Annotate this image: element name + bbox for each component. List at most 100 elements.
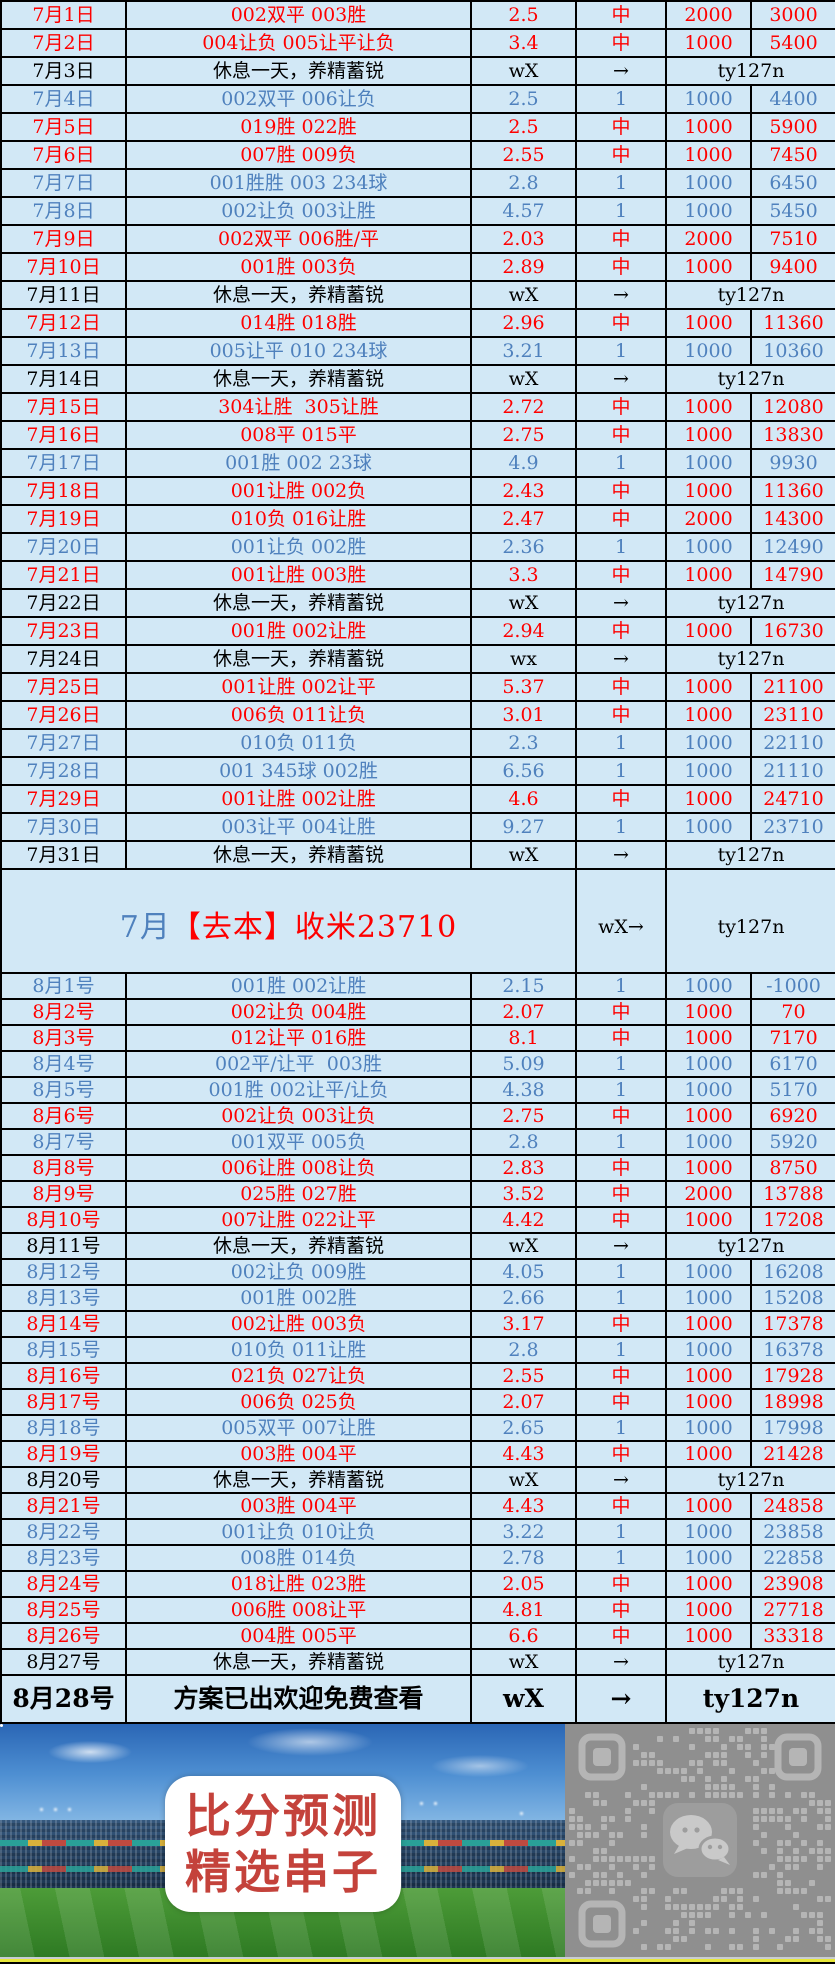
result-cell: 中 [575,1154,667,1182]
total-cell: 24858 [750,1492,835,1520]
total-cell: 5450 [750,196,835,226]
odds-cell: 4.05 [470,1258,577,1286]
pick-cell: 002让负 004胜 [125,998,472,1026]
odds-cell: 2.55 [470,1362,577,1390]
date-cell: 7月9日 [0,224,127,254]
stake-cell: 1000 [665,140,752,170]
pick-cell: 006胜 008让平 [125,1596,472,1624]
table-row: 7月16日 008平 015平 2.75 中 1000 13830 [0,420,835,450]
result-cell: → [575,56,667,86]
table-row: 7月27日 010负 011负 2.3 1 1000 22110 [0,728,835,758]
table-row: 7月29日 001让胜 002让胜 4.6 中 1000 24710 [0,784,835,814]
total-cell: 23858 [750,1518,835,1546]
result-cell: 中 [575,1492,667,1520]
pick-cell: 006负 025负 [125,1388,472,1416]
result-cell: 中 [575,672,667,702]
result-cell: 中 [575,252,667,282]
stake-cell: 1000 [665,1388,752,1416]
pick-cell: 001胜胜 003 234球 [125,168,472,198]
odds-cell: 6.6 [470,1622,577,1650]
result-cell: 1 [575,972,667,1000]
stake-cell: 1000 [665,1310,752,1338]
total-cell: 6920 [750,1102,835,1130]
odds-cell: 2.75 [470,1102,577,1130]
table-row: 8月27号 休息一天，养精蓄锐 wX → ty127n [0,1648,835,1676]
table-row: 7月24日 休息一天，养精蓄锐 wx → ty127n [0,644,835,674]
date-cell: 8月4号 [0,1050,127,1078]
total-cell: 4400 [750,84,835,114]
total-cell: 23710 [750,812,835,842]
table-row: 8月7号 001双平 005负 2.8 1 1000 5920 [0,1128,835,1156]
odds-cell: wX [470,1674,577,1724]
contact-cell: ty127n [665,1232,835,1260]
table-row: 8月21号 003胜 004平 4.43 中 1000 24858 [0,1492,835,1520]
date-cell: 8月7号 [0,1128,127,1156]
table-row: 8月10号 007让胜 022让平 4.42 中 1000 17208 [0,1206,835,1234]
odds-cell: 2.5 [470,84,577,114]
stake-cell: 1000 [665,1076,752,1104]
stake-cell: 1000 [665,998,752,1026]
pick-cell: 010负 011让胜 [125,1336,472,1364]
odds-cell: 4.38 [470,1076,577,1104]
table-row: 8月14号 002让胜 003负 3.17 中 1000 17378 [0,1310,835,1338]
result-cell: 中 [575,700,667,730]
result-cell: 1 [575,756,667,786]
contact-cell: ty127n [665,280,835,310]
total-cell: 15208 [750,1284,835,1312]
total-cell: 23110 [750,700,835,730]
stake-cell: 2000 [665,504,752,534]
odds-cell: 4.43 [470,1492,577,1520]
pick-cell: 001 345球 002胜 [125,756,472,786]
odds-cell: 3.01 [470,700,577,730]
odds-cell: 2.5 [470,0,577,30]
date-cell: 8月23号 [0,1544,127,1572]
result-cell: 1 [575,84,667,114]
table-row: 8月25号 006胜 008让平 4.81 中 1000 27718 [0,1596,835,1624]
table-row: 7月3日 休息一天，养精蓄锐 wX → ty127n [0,56,835,86]
total-cell: 27718 [750,1596,835,1624]
table-row: 7月10日 001胜 003负 2.89 中 1000 9400 [0,252,835,282]
result-cell: 中 [575,1102,667,1130]
table-row: 7月7日 001胜胜 003 234球 2.8 1 1000 6450 [0,168,835,198]
total-cell: 10360 [750,336,835,366]
date-cell: 8月20号 [0,1466,127,1494]
result-cell: 中 [575,1206,667,1234]
pick-cell: 休息一天，养精蓄锐 [125,56,472,86]
pick-cell: 008胜 014负 [125,1544,472,1572]
date-cell: 7月25日 [0,672,127,702]
odds-cell: 4.81 [470,1596,577,1624]
total-cell: 22110 [750,728,835,758]
stake-cell: 1000 [665,1206,752,1234]
result-cell: 1 [575,1050,667,1078]
table-row: 7月30日 003让平 004让胜 9.27 1 1000 23710 [0,812,835,842]
odds-cell: wX [470,840,577,870]
pick-cell: 001双平 005负 [125,1128,472,1156]
pick-cell: 002双平 006胜/平 [125,224,472,254]
result-cell: 1 [575,1414,667,1442]
table-row: 8月13号 001胜 002胜 2.66 1 1000 15208 [0,1284,835,1312]
pick-cell: 021负 027让负 [125,1362,472,1390]
result-cell: wX→ [575,868,667,974]
date-cell: 7月29日 [0,784,127,814]
result-cell: 中 [575,28,667,58]
date-cell: 7月20日 [0,532,127,562]
stake-cell: 2000 [665,0,752,30]
date-cell: 7月3日 [0,56,127,86]
table-row: 7月12日 014胜 018胜 2.96 中 1000 11360 [0,308,835,338]
date-cell: 8月17号 [0,1388,127,1416]
result-cell: → [575,644,667,674]
odds-cell: 2.07 [470,998,577,1026]
table-row: 8月16号 021负 027让负 2.55 中 1000 17928 [0,1362,835,1390]
total-cell: 18998 [750,1388,835,1416]
date-cell: 7月1日 [0,0,127,30]
pick-cell: 001胜 002 23球 [125,448,472,478]
odds-cell: wX [470,280,577,310]
table-row: 8月4号 002平/让平 003胜 5.09 1 1000 6170 [0,1050,835,1078]
result-cell: 1 [575,168,667,198]
total-cell: 17378 [750,1310,835,1338]
pick-cell: 304让胜 305让胜 [125,392,472,422]
stake-cell: 1000 [665,1258,752,1286]
total-cell: 13830 [750,420,835,450]
result-cell: 中 [575,0,667,30]
pick-cell: 001让胜 002让胜 [125,784,472,814]
